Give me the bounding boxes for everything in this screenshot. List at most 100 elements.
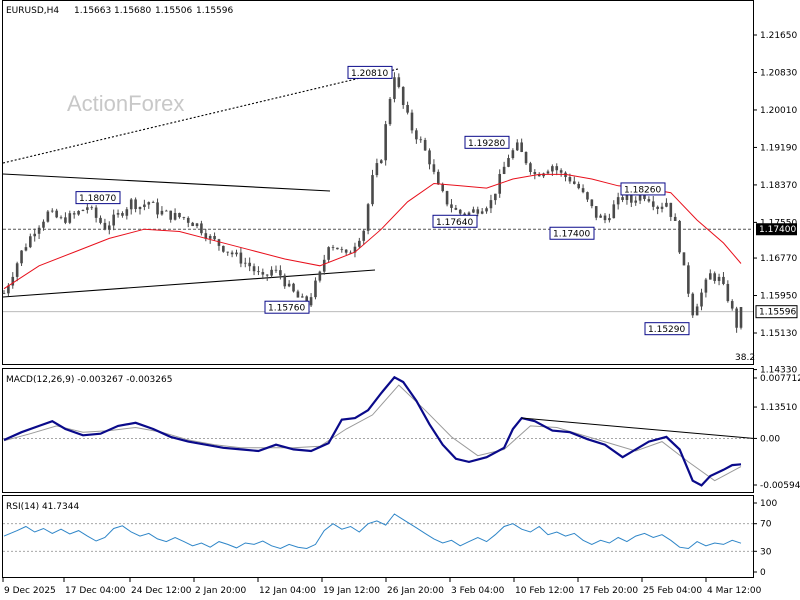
candle-body (669, 202, 673, 217)
candle-body (485, 208, 488, 212)
candle-body (301, 296, 304, 298)
candle-body (458, 209, 462, 214)
candle-body (568, 177, 572, 182)
candle-body (678, 220, 681, 253)
level-label-text: 1.19280 (468, 139, 505, 149)
candle-body (292, 283, 295, 292)
candle-body (735, 308, 738, 328)
level-label-text: 1.15760 (268, 304, 305, 314)
open-value: 1.15663 (74, 6, 111, 16)
macd-tick-label: -0.005944 (760, 481, 800, 491)
candle-body (726, 283, 730, 302)
candle-body (437, 171, 440, 185)
candle-body (243, 262, 247, 264)
candle-body (704, 279, 708, 293)
candle-body (511, 150, 515, 159)
candle-body (20, 250, 23, 264)
macd-y-axis: 0.007712 0.00 -0.005944 (753, 374, 800, 491)
candle-body (107, 225, 111, 230)
price-tick-label: 1.20010 (760, 106, 797, 116)
time-tick-label: 10 Feb 12:00 (515, 586, 574, 596)
candle-body (647, 199, 651, 202)
watermark: ActionForex (67, 91, 184, 116)
candle-body (29, 236, 32, 248)
candle-body (665, 202, 668, 207)
candle-body (309, 297, 313, 306)
candle-body (156, 202, 159, 215)
candle-body (213, 235, 216, 240)
price-tag-text: 1.17400 (759, 225, 796, 235)
macd-trendline (521, 417, 754, 439)
candle-body (730, 301, 734, 309)
candle-body (371, 175, 374, 205)
macd-panel-frame (2, 368, 754, 493)
time-tick-label: 26 Jan 20:00 (387, 586, 444, 596)
price-tick-label: 1.21650 (760, 31, 797, 41)
macd-tick-label: 0.00 (760, 434, 780, 444)
candle-body (134, 199, 137, 210)
candle-body (682, 252, 686, 266)
level-label-1-17640: 1.17640 (432, 214, 478, 228)
candle-body (322, 259, 326, 272)
time-tick-label: 9 Dec 2025 (4, 586, 56, 596)
candle-body (599, 215, 602, 218)
candle-body (581, 188, 585, 193)
candle-body (283, 275, 287, 287)
price-tag-box (756, 223, 797, 236)
candle-body (86, 207, 89, 210)
candle-body (103, 222, 107, 230)
level-labels: 1.20810 1.19280 1.18070 1.18260 1.17640 1.174… (75, 65, 690, 336)
candle-body (603, 215, 607, 221)
symbol-label: EURUSD,H4 (6, 6, 59, 16)
candle-body (173, 212, 177, 220)
candle-body (270, 269, 273, 276)
candle-body (524, 152, 528, 164)
candle-body (616, 197, 620, 205)
candle-body (638, 191, 642, 201)
candle-body (695, 306, 699, 316)
price-tick-label: 1.18370 (760, 181, 797, 191)
level-label-text: 1.17640 (436, 218, 473, 228)
candle-body (432, 164, 436, 172)
candle-body (90, 207, 94, 209)
candle-body (349, 252, 352, 254)
macd-tick-label: 0.007712 (760, 374, 800, 384)
candle-body (296, 291, 300, 298)
candle-body (336, 247, 339, 250)
candle-body (265, 274, 269, 276)
candle-body (366, 204, 370, 231)
candle-body (186, 217, 190, 223)
candle-body (55, 210, 58, 218)
candle-body (15, 263, 19, 277)
current-price-box (755, 305, 798, 319)
candle-body (472, 209, 475, 213)
candle-body (634, 200, 638, 203)
candle-body (42, 221, 45, 228)
candle-body (239, 252, 243, 264)
candle-body (257, 271, 260, 273)
time-tick-label: 17 Feb 20:00 (579, 586, 638, 596)
candle-body (739, 306, 743, 328)
candle-body (384, 124, 387, 161)
candle-body (419, 139, 423, 141)
macd-title: MACD(12,26,9) -0.003267 -0.003265 (6, 375, 172, 385)
candle-body (353, 246, 357, 253)
candle-body (555, 166, 559, 171)
current-price-tag: 1.15596 (755, 305, 798, 319)
candle-body (11, 276, 15, 286)
candle-body (507, 158, 510, 167)
candle-body (138, 206, 142, 210)
candle-body (687, 265, 690, 294)
level-label-text: 1.17400 (553, 230, 590, 240)
rsi-title: RSI(14) 41.7344 (6, 502, 79, 512)
candle-body (143, 204, 146, 207)
candle-body (423, 139, 427, 151)
candle-body (318, 271, 322, 281)
candle-body (388, 98, 392, 125)
level-label-box (264, 300, 310, 314)
candle-body (226, 251, 230, 253)
candle-body (248, 262, 251, 267)
candle-body (537, 174, 541, 177)
candle-body (590, 199, 594, 207)
candle-body (612, 204, 616, 219)
